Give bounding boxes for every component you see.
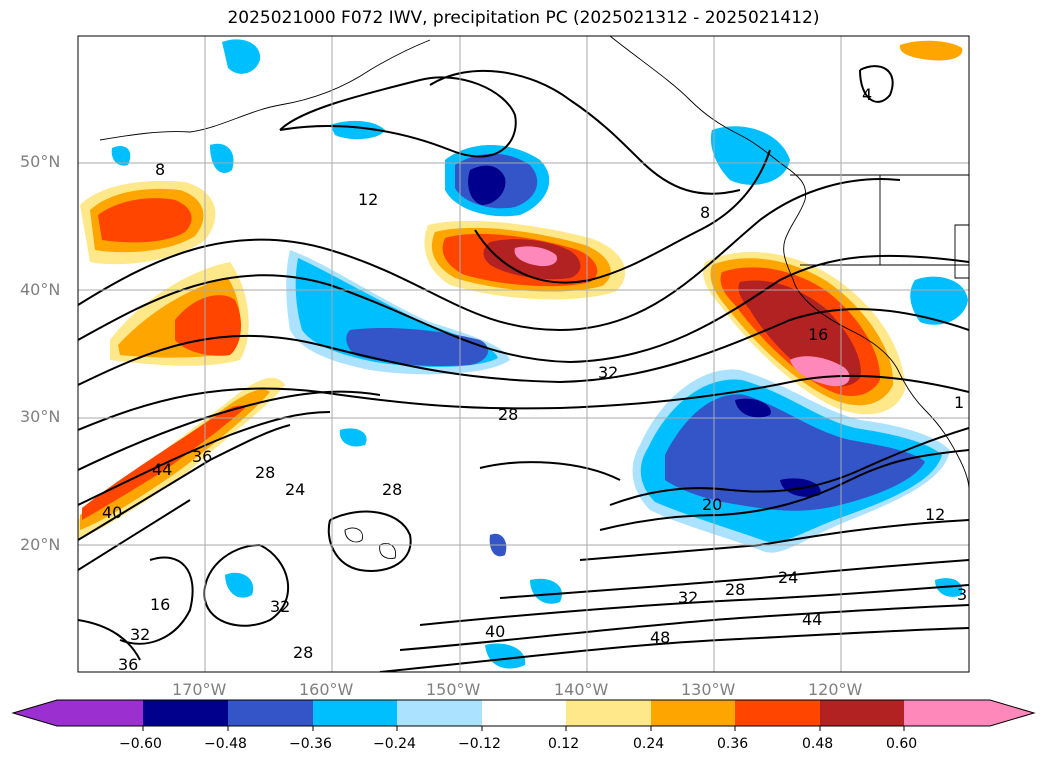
contour-label: 24 <box>285 480 305 499</box>
colorbar-tick: 0.12 <box>548 736 580 752</box>
contour-label: 32 <box>130 625 150 644</box>
lon-label-130w: 130°W <box>681 680 736 699</box>
contour-line <box>429 69 741 195</box>
contour-line <box>78 178 901 332</box>
contour-line <box>203 544 289 627</box>
contour-label: 8 <box>700 203 710 222</box>
contour-line <box>78 424 291 541</box>
contour-label: 12 <box>925 505 945 524</box>
contour-label: 32 <box>678 588 698 607</box>
coastlines <box>99 36 969 559</box>
contour-label: 44 <box>152 460 172 479</box>
contour-line <box>599 449 969 531</box>
map-frame <box>77 35 970 673</box>
contour-label: 28 <box>725 580 745 599</box>
colorbar <box>11 699 1036 731</box>
contour-line <box>78 619 141 661</box>
contour-label: 8 <box>155 160 165 179</box>
lat-label-20n: 20°N <box>20 535 61 554</box>
contour-label: 36 <box>192 447 212 466</box>
contour-line <box>609 427 969 506</box>
contour-label: 16 <box>808 325 828 344</box>
contour-label: 36 <box>118 655 138 674</box>
contour-label: 28 <box>498 405 518 424</box>
contour-label: 40 <box>485 622 505 641</box>
island <box>344 527 363 543</box>
lon-label-150w: 150°W <box>426 680 481 699</box>
lon-label-170w: 170°W <box>172 680 227 699</box>
contour-label: 32 <box>270 597 290 616</box>
gridlines <box>78 36 969 672</box>
contour-label: 48 <box>650 628 670 647</box>
contour-line <box>859 65 894 103</box>
contour-label: 44 <box>802 610 822 629</box>
coastline <box>609 36 969 491</box>
state-border <box>954 224 969 279</box>
contour-line <box>474 149 771 284</box>
contour-line <box>479 461 621 481</box>
contour-label: 28 <box>255 463 275 482</box>
contour-label: 20 <box>702 495 722 514</box>
colorbar-segment <box>228 700 313 726</box>
colorbar-tick: −0.12 <box>458 736 501 752</box>
lat-label-40n: 40°N <box>20 280 61 299</box>
colorbar-tick: 0.60 <box>886 736 918 752</box>
colorbar-segment <box>482 700 566 726</box>
colorbar-extend-right <box>990 700 1034 726</box>
contour-line <box>379 627 969 672</box>
coastline <box>99 39 431 141</box>
contour-line <box>279 76 517 158</box>
colorbar-tick: −0.36 <box>289 736 332 752</box>
contour-labels: 4 8 8 12 16 20 24 24 28 28 28 28 32 32 3… <box>102 85 967 674</box>
colorbar-segment <box>651 700 735 726</box>
colorbar-segment <box>735 700 820 726</box>
map-title: 2025021000 F072 IWV, precipitation PC (2… <box>227 8 820 28</box>
lon-label-140w: 140°W <box>554 680 609 699</box>
colorbar-segment <box>143 700 228 726</box>
contour-label: 32 <box>598 363 618 382</box>
lat-label-30n: 30°N <box>20 407 61 426</box>
lon-label-120w: 120°W <box>808 680 863 699</box>
colorbar-tick: 0.24 <box>633 736 665 752</box>
colorbar-tick: −0.24 <box>373 736 416 752</box>
contour-label: 40 <box>102 503 122 522</box>
contour-line <box>119 556 194 645</box>
contour-label: 1 <box>954 393 964 412</box>
colorbar-segment <box>397 700 482 726</box>
contour-line <box>78 411 331 506</box>
contour-label: 28 <box>382 480 402 499</box>
contour-line <box>499 559 969 599</box>
contour-line <box>78 374 969 431</box>
lat-label-50n: 50°N <box>20 152 61 171</box>
island <box>379 543 397 559</box>
contour-line <box>78 308 969 386</box>
colorbar-segment <box>566 700 651 726</box>
colorbar-tick: 0.48 <box>802 736 834 752</box>
contour-line <box>78 254 969 364</box>
lon-label-160w: 160°W <box>299 680 354 699</box>
contour-label: 24 <box>778 568 798 587</box>
contour-label: 3 <box>957 585 967 604</box>
colorbar-segment <box>904 700 990 726</box>
colorbar-tick: −0.60 <box>119 736 162 752</box>
colorbar-segment <box>57 700 143 726</box>
contour-line <box>78 390 381 471</box>
contour-line <box>399 604 969 651</box>
contour-label: 28 <box>293 643 313 662</box>
contour-label: 16 <box>150 595 170 614</box>
contour-label: 12 <box>358 190 378 209</box>
contour-label: 4 <box>862 85 872 104</box>
colorbar-segment <box>820 700 904 726</box>
colorbar-tick: 0.36 <box>717 736 749 752</box>
contour-line <box>327 510 412 572</box>
contour-line <box>419 584 969 626</box>
colorbar-segment <box>313 700 397 726</box>
colorbar-tick: −0.48 <box>204 736 247 752</box>
contour-line <box>78 499 191 571</box>
